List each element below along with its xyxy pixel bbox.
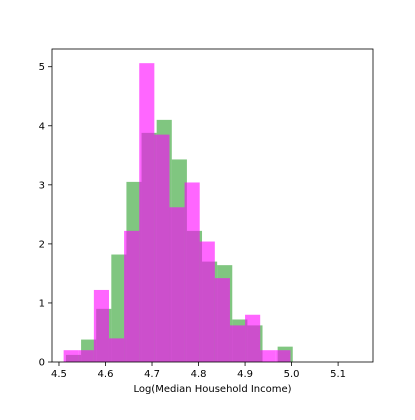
histogram-bar-series-2-bin-5: [124, 230, 140, 362]
histogram-bar-series-1-bin-4: [111, 254, 127, 362]
histogram-bar-series-2-bin-1: [63, 350, 79, 362]
histogram-bar-series-2-bin-7: [154, 134, 170, 362]
axes-frame: [51, 48, 374, 363]
x-tick-label: 5.1: [330, 369, 346, 380]
y-axis: 0 1 2 3 4 5: [39, 62, 52, 369]
histogram-bar-series-2-bin-11: [214, 278, 230, 362]
y-tick-label: 1: [39, 298, 45, 309]
x-tick-label: 5.0: [284, 369, 300, 380]
x-tick-label: 4.9: [237, 369, 253, 380]
histogram-bar-series-2-bin-3: [93, 289, 109, 362]
histogram-bar-series-2-bin-15: [275, 350, 291, 362]
histogram-bar-series-2-bin-9: [184, 182, 200, 362]
histogram-bar-series-2-bin-2: [78, 350, 94, 362]
histogram-bar-series-2-bin-8: [169, 207, 185, 362]
x-tick-label: 4.5: [51, 369, 67, 380]
histogram-bar-series-2-bin-10: [199, 241, 215, 362]
x-axis: 4.5 4.6 4.7 4.8 4.9 5.0 5.1: [51, 362, 346, 380]
x-tick-label: 4.8: [191, 369, 207, 380]
histogram-bar-series-2-bin-6: [139, 63, 155, 363]
y-tick-label: 0: [39, 358, 45, 369]
histogram-bar-series-2-bin-14: [260, 350, 276, 362]
x-axis-label: Log(Median Household Income): [133, 384, 291, 395]
histogram-bar-series-2-bin-12: [229, 325, 246, 362]
y-tick-label: 5: [39, 62, 45, 73]
x-tick-label: 4.6: [98, 369, 114, 380]
x-tick-label: 4.7: [144, 369, 160, 380]
bars-layer: [63, 63, 293, 363]
y-tick-label: 3: [39, 180, 45, 191]
histogram-bar-series-2-bin-4: [108, 338, 125, 362]
y-tick-label: 4: [39, 121, 45, 132]
histogram-bar-series-2-bin-13: [245, 314, 261, 362]
y-tick-label: 2: [39, 239, 45, 250]
